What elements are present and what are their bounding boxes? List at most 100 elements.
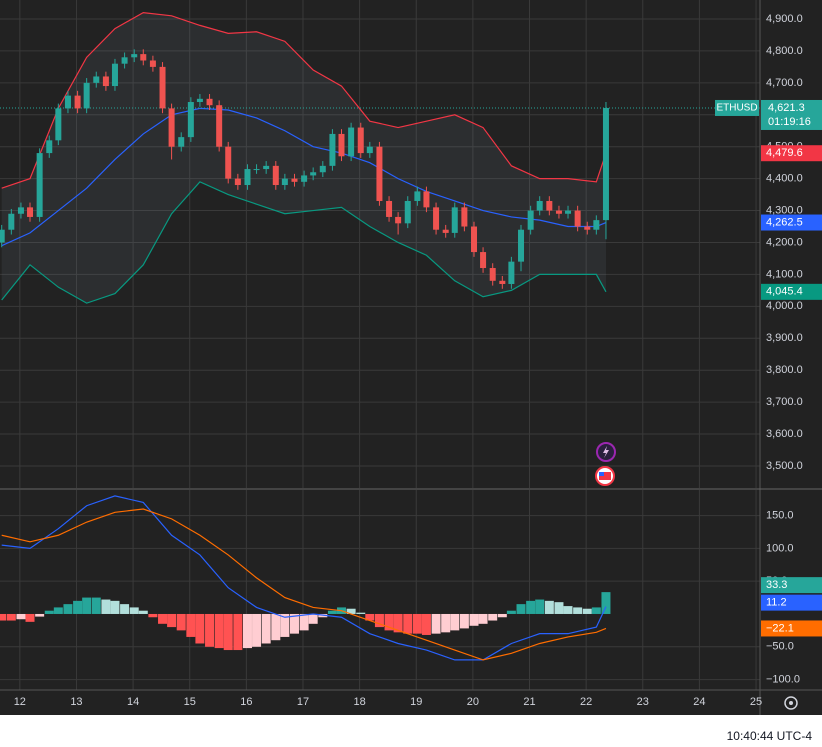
candle-body	[395, 216, 402, 224]
candle-body	[414, 191, 421, 201]
macd-histogram-bar	[431, 613, 441, 634]
macd-histogram-bar	[582, 608, 592, 614]
macd-signal	[1, 508, 607, 661]
gear[interactable]	[784, 696, 798, 710]
settings-icon[interactable]	[784, 696, 798, 710]
countdown: 01:19:16	[768, 116, 811, 128]
macd-histogram-bar	[16, 613, 26, 620]
y-tick-label: 4,100.0	[766, 268, 803, 280]
band-upper-label: 4,479.6	[766, 147, 803, 159]
candle-body	[442, 229, 449, 233]
candle-body	[168, 108, 175, 147]
macd-histogram-bar	[167, 613, 177, 628]
candle-body	[281, 178, 288, 186]
macd-histogram-bar	[563, 606, 573, 614]
candle-body	[74, 95, 81, 109]
candle-body	[216, 105, 223, 147]
x-tick-label: 16	[240, 696, 252, 708]
x-tick-label: 21	[523, 696, 535, 708]
macd-histogram-bar	[73, 600, 83, 614]
macd-histogram-bar	[601, 592, 611, 614]
x-tick-label: 18	[353, 696, 365, 708]
candle-body	[565, 210, 572, 214]
y-tick-label: 3,800.0	[766, 364, 803, 376]
macd-histogram-label: 33.3	[766, 579, 787, 591]
x-tick-label: 14	[127, 696, 139, 708]
candle-body	[272, 165, 279, 186]
candle-body	[36, 153, 43, 217]
macd-line-label: 11.2	[766, 597, 787, 609]
event-icons[interactable]	[595, 442, 616, 486]
macd-histogram-bar	[327, 610, 337, 614]
gear-center[interactable]	[789, 701, 793, 705]
candle-body	[527, 210, 534, 230]
macd-histogram-bar	[158, 613, 168, 624]
macd-histogram-bar	[242, 613, 252, 649]
candle-body	[27, 207, 34, 217]
candle-body	[536, 200, 543, 211]
macd-histogram-bar	[91, 597, 101, 614]
macd-histogram-bar	[421, 613, 431, 635]
candle-body	[574, 210, 581, 227]
macd-histogram-label-box	[761, 577, 822, 594]
candle-body	[187, 102, 194, 138]
candle-body	[178, 137, 185, 147]
macd-histogram-bar	[441, 613, 451, 633]
candle-body	[263, 165, 270, 170]
y-tick-label: 3,900.0	[766, 332, 803, 344]
x-tick-label: 23	[637, 696, 649, 708]
candle-body	[433, 207, 440, 230]
macd-histogram-bar	[271, 613, 281, 641]
x-tick-label: 15	[184, 696, 196, 708]
macd-histogram-bar	[44, 610, 54, 614]
macd-signal-label: −22.1	[766, 622, 794, 634]
candle-body	[386, 200, 393, 217]
y-tick-label: 4,300.0	[766, 204, 803, 216]
candle-body	[555, 210, 562, 214]
macd-signal-label-box	[761, 620, 822, 637]
macd-histogram-bar	[6, 613, 16, 621]
candle-body	[253, 169, 260, 171]
candle-body	[301, 175, 308, 182]
macd-tick-label: −50.0	[766, 641, 794, 653]
candle-body	[499, 280, 506, 284]
macd-histogram-bar	[374, 613, 384, 628]
x-tick-label: 19	[410, 696, 422, 708]
macd-histogram-bar	[365, 613, 375, 621]
macd-histogram-bar	[82, 597, 92, 614]
candle-body	[46, 140, 53, 154]
macd-histogram-bar	[148, 613, 158, 618]
candle-body	[348, 127, 355, 157]
candle-body	[423, 191, 430, 208]
flag-canton	[599, 472, 604, 476]
band-upper	[1, 11, 607, 189]
macd-line	[1, 495, 607, 661]
candle-body	[225, 146, 232, 179]
last-price-box	[761, 99, 822, 130]
last-price-label: 4,621.3	[768, 102, 805, 114]
macd-histogram-bar	[506, 610, 516, 614]
macd-histogram-bar	[176, 613, 186, 631]
macd-histogram-bar	[299, 613, 309, 631]
candle-body	[319, 165, 326, 173]
macd-histogram-bar	[110, 600, 120, 614]
band-lower-label: 4,045.4	[766, 286, 803, 298]
band-upper-label-box	[761, 145, 822, 162]
y-tick-label: 4,900.0	[766, 13, 803, 25]
candle-body	[366, 146, 373, 154]
macd-tick-label: 100.0	[766, 542, 794, 554]
candle-body	[206, 98, 213, 106]
candle-body	[338, 133, 345, 157]
macd-histogram-bar	[289, 613, 299, 634]
candle-body	[376, 146, 383, 201]
candle-body	[93, 76, 100, 83]
x-tick-label: 24	[693, 696, 705, 708]
macd-histogram-bar	[412, 613, 422, 634]
candle-body	[357, 127, 364, 154]
band-lower-label-box	[761, 283, 822, 300]
macd-histogram-bar	[450, 613, 460, 631]
candle-body	[489, 268, 496, 281]
macd-histogram-bar	[25, 613, 35, 622]
macd-histogram-bar	[478, 613, 488, 624]
